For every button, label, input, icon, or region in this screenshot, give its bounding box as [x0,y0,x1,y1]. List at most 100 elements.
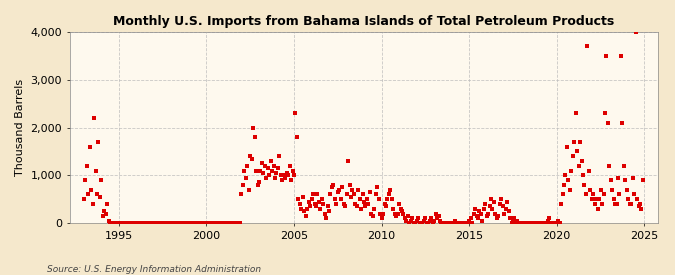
Point [178,221,188,225]
Point [265,159,276,163]
Point [564,188,575,192]
Point [132,221,143,225]
Point [83,192,94,197]
Point [377,211,388,216]
Point [360,204,371,208]
Point [569,140,580,144]
Point [509,216,520,221]
Point [383,192,394,197]
Point [617,120,628,125]
Point [522,221,533,225]
Point [125,221,136,225]
Point [407,216,418,221]
Point [256,161,267,166]
Point [217,221,228,225]
Point [472,216,483,221]
Point [466,221,477,225]
Point [508,219,518,223]
Point [574,140,585,144]
Point [392,211,403,216]
Point [443,221,454,225]
Point [353,188,364,192]
Point [601,54,612,58]
Point [185,221,196,225]
Point [246,156,257,161]
Point [559,183,570,187]
Point [156,221,167,225]
Point [211,221,222,225]
Point [633,204,644,208]
Point [515,221,526,225]
Point [545,221,556,225]
Point [153,221,163,225]
Point [151,221,162,225]
Point [147,221,158,225]
Point [80,178,90,182]
Point [411,219,422,223]
Point [119,221,130,225]
Point [624,202,635,206]
Point [475,211,486,216]
Point [445,221,456,225]
Point [503,209,514,213]
Point [121,221,132,225]
Point [362,197,373,201]
Point [221,221,232,225]
Point [250,168,261,173]
Point [170,221,181,225]
Point [499,211,510,216]
Point [398,211,409,216]
Point [344,183,355,187]
Point [115,221,126,225]
Point [622,188,632,192]
Point [341,192,352,197]
Point [556,202,566,206]
Point [487,207,498,211]
Point [427,221,438,225]
Point [439,221,450,225]
Point [576,159,587,163]
Point [560,173,571,178]
Point [268,164,279,168]
Point [548,221,559,225]
Point [480,202,491,206]
Point [395,207,406,211]
Point [630,30,641,34]
Point [460,221,470,225]
Point [245,154,256,158]
Point [186,221,197,225]
Point [454,221,464,225]
Point [213,221,223,225]
Point [423,221,434,225]
Point [127,221,138,225]
Point [195,221,206,225]
Point [130,221,140,225]
Point [599,111,610,116]
Point [331,202,342,206]
Point [327,185,338,189]
Point [202,221,213,225]
Point [417,221,428,225]
Point [290,111,301,116]
Point [528,221,539,225]
Point [179,221,190,225]
Title: Monthly U.S. Imports from Bahama Islands of Total Petroleum Products: Monthly U.S. Imports from Bahama Islands… [113,15,615,28]
Point [258,171,269,175]
Point [229,221,240,225]
Point [304,204,315,208]
Point [462,221,473,225]
Point [375,211,385,216]
Point [557,192,568,197]
Point [513,221,524,225]
Point [578,173,589,178]
Point [93,140,104,144]
Point [505,216,516,221]
Point [354,197,365,201]
Point [605,178,616,182]
Point [194,221,205,225]
Point [321,216,331,221]
Point [299,209,310,213]
Point [334,188,345,192]
Point [159,221,169,225]
Point [322,204,333,208]
